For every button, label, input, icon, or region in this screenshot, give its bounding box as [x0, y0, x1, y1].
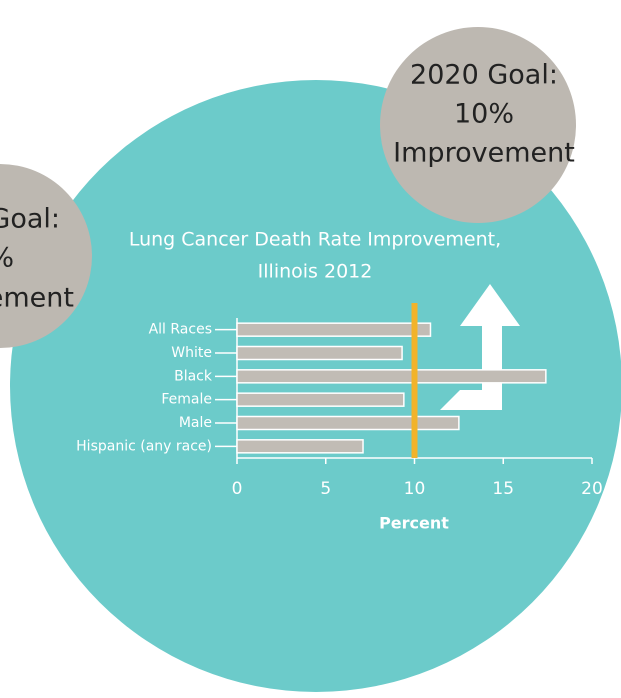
bar — [236, 345, 403, 361]
bubble-text: Goal: — [0, 204, 60, 235]
x-tick-label: 15 — [492, 479, 514, 499]
x-tick-label: 5 — [320, 479, 331, 499]
bar — [236, 415, 460, 431]
bar — [236, 392, 405, 407]
chart-title: Lung Cancer Death Rate Improvement, — [129, 229, 501, 251]
x-axis-label: Percent — [379, 514, 449, 533]
bar — [236, 439, 364, 454]
goal-bubble: 2020 Goal: 10% Improvement — [380, 27, 576, 223]
y-tick-label: Black — [174, 368, 213, 384]
bubble-text: ement — [0, 283, 74, 314]
bubble-circle — [380, 27, 576, 223]
y-tick-label: Hispanic (any race) — [76, 438, 212, 454]
y-tick-label: White — [171, 345, 212, 361]
bubble-circle — [0, 164, 92, 348]
bar — [236, 369, 547, 384]
bubble-text: % — [0, 243, 14, 274]
y-tick-label: Female — [161, 392, 212, 408]
y-tick-label: Male — [179, 415, 212, 431]
left-bubble: Goal: % ement — [0, 164, 92, 348]
bubble-text: 10% — [454, 99, 514, 130]
chart-subtitle: Illinois 2012 — [258, 261, 373, 283]
bubble-text: Improvement — [393, 138, 575, 169]
y-tick-label: All Races — [149, 322, 212, 338]
bar — [236, 322, 432, 337]
teal-circle — [10, 80, 621, 692]
x-tick-label: 10 — [404, 479, 426, 499]
x-tick-label: 20 — [581, 479, 603, 499]
bubble-text: 2020 Goal: — [410, 60, 558, 91]
x-tick-label: 0 — [232, 479, 243, 499]
